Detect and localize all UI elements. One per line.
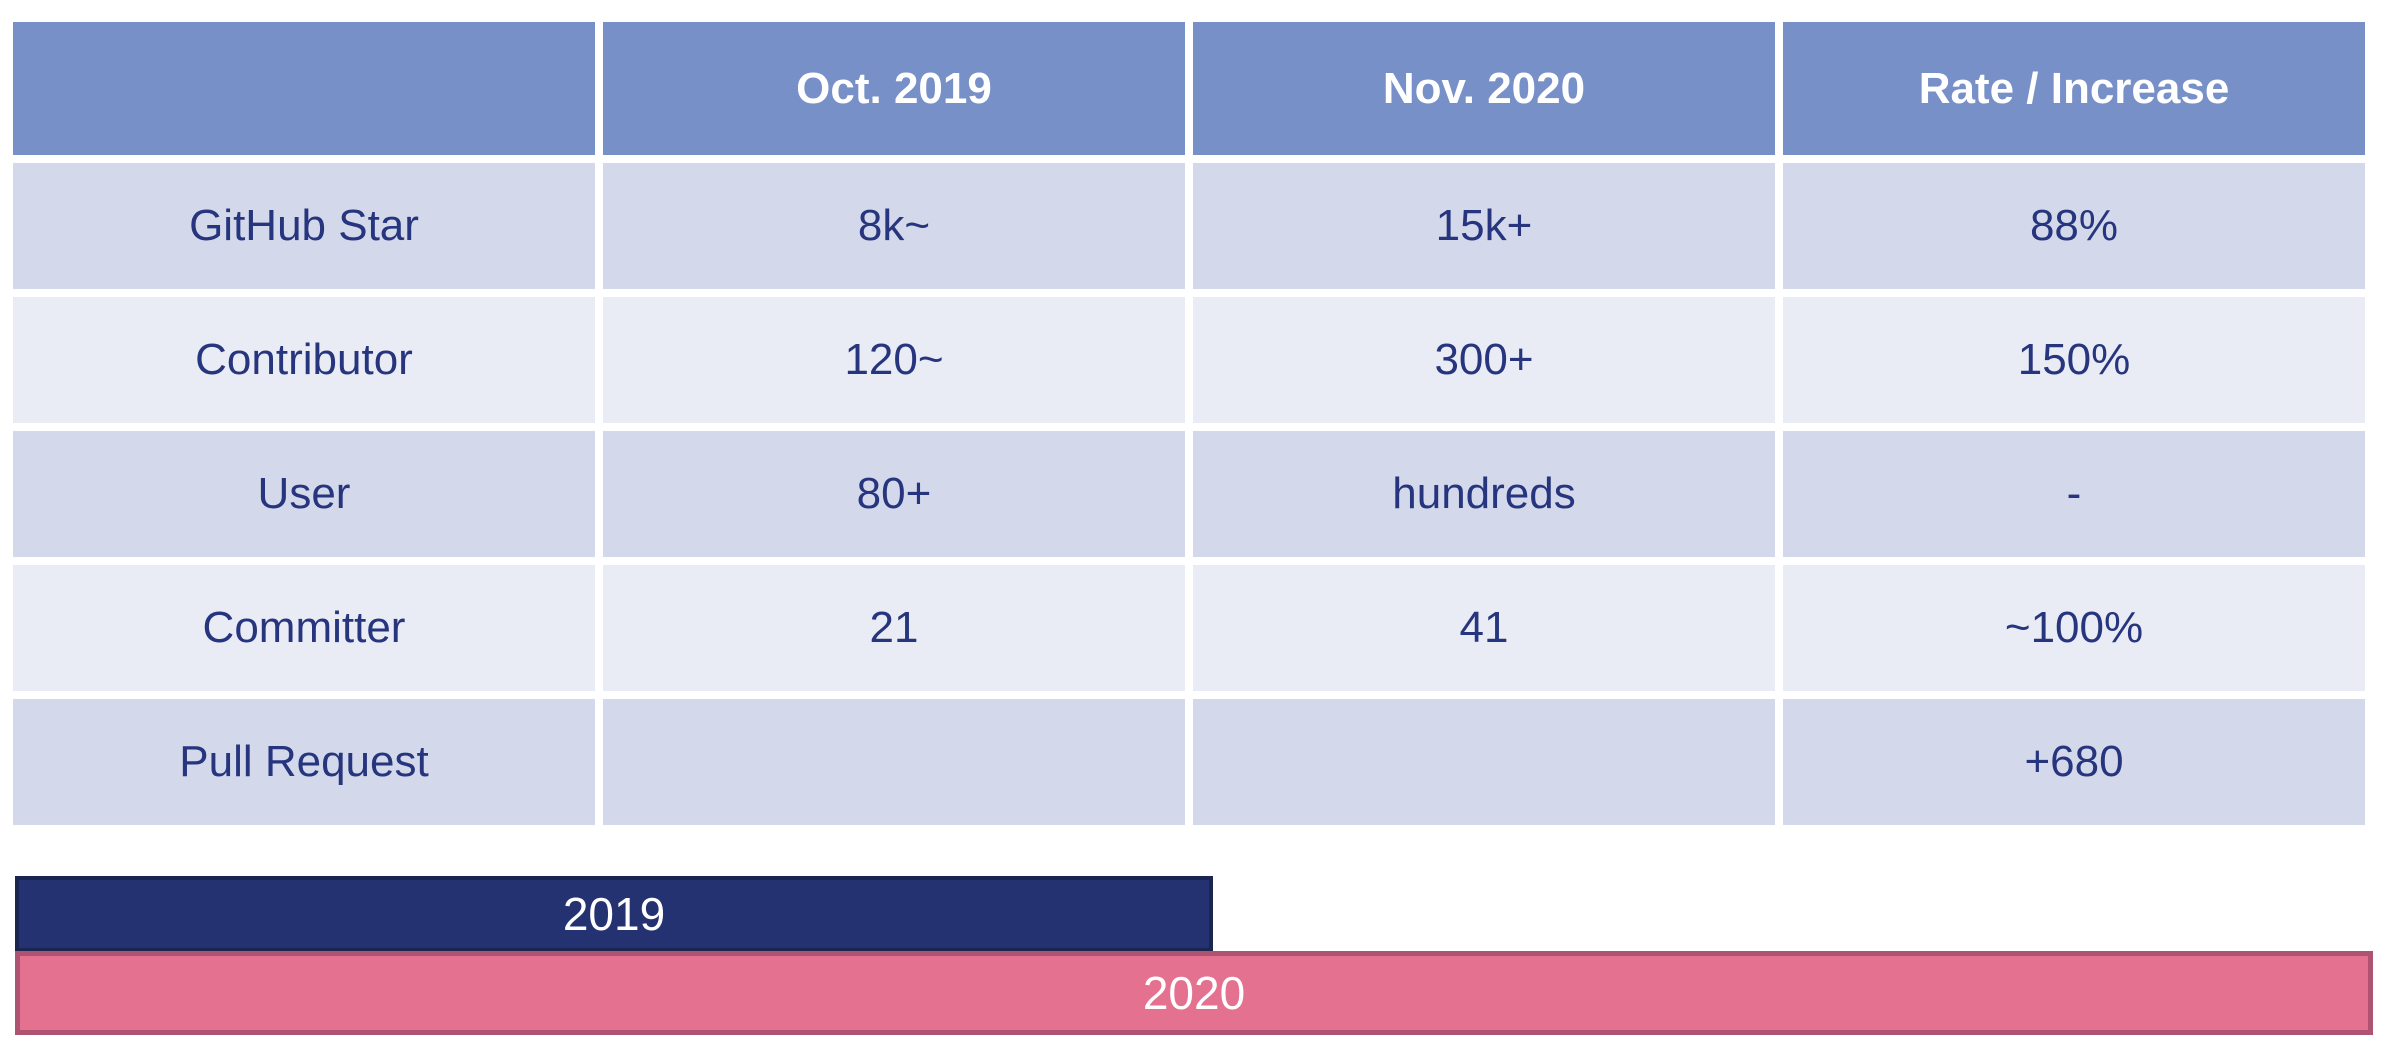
table-cell — [603, 699, 1185, 825]
table-cell: 88% — [1783, 163, 2365, 289]
table-cell: 41 — [1193, 565, 1775, 691]
table-cell: 300+ — [1193, 297, 1775, 423]
table-cell: ~100% — [1783, 565, 2365, 691]
column-header-nov-2020: Nov. 2020 — [1193, 22, 1775, 155]
table-cell: 21 — [603, 565, 1185, 691]
table-cell: 8k~ — [603, 163, 1185, 289]
table-cell: - — [1783, 431, 2365, 557]
table-cell: hundreds — [1193, 431, 1775, 557]
timeline-bar-2019: 2019 — [15, 876, 1213, 952]
table-cell — [1193, 699, 1775, 825]
table-cell: 15k+ — [1193, 163, 1775, 289]
column-header-rate-increase: Rate / Increase — [1783, 22, 2365, 155]
table-cell: 120~ — [603, 297, 1185, 423]
row-label: Contributor — [13, 297, 595, 423]
column-header-oct-2019: Oct. 2019 — [603, 22, 1185, 155]
timeline-bar-2020-label: 2020 — [1142, 967, 1246, 1019]
row-label: GitHub Star — [13, 163, 595, 289]
timeline-bar-2020: 2020 — [15, 951, 2373, 1035]
table-cell: 150% — [1783, 297, 2365, 423]
stats-table: Oct. 2019 Nov. 2020 Rate / Increase GitH… — [13, 22, 2365, 825]
table-cell: 80+ — [603, 431, 1185, 557]
timeline-bar-2019-label: 2019 — [562, 888, 666, 940]
row-label: Committer — [13, 565, 595, 691]
row-label: User — [13, 431, 595, 557]
column-header-blank — [13, 22, 595, 155]
table-cell: +680 — [1783, 699, 2365, 825]
row-label: Pull Request — [13, 699, 595, 825]
